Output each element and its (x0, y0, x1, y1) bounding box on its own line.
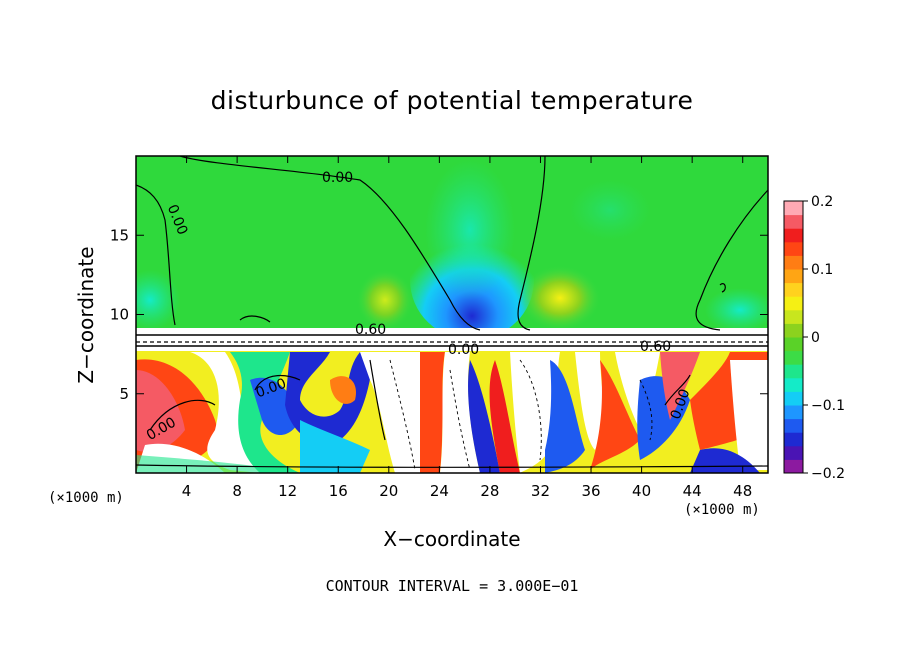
cyan-upper-right (570, 180, 650, 240)
contour-interval-note: CONTOUR INTERVAL = 3.000E−01 (325, 577, 579, 595)
colorbar-swatch (784, 201, 803, 216)
colorbar-swatch (784, 405, 803, 420)
colorbar-swatch (784, 350, 803, 365)
x-tick-label: 28 (480, 482, 499, 500)
colorbar-swatch (784, 432, 803, 447)
turbulent-eddies (136, 352, 768, 473)
contour-label: 0.00 (322, 170, 353, 186)
y-axis-unit: (×1000 m) (48, 490, 124, 506)
x-tick-label: 16 (329, 482, 348, 500)
x-tick-label: 4 (182, 482, 192, 500)
colorbar-swatch (784, 418, 803, 433)
x-tick-label: 12 (278, 482, 297, 500)
colorbar-swatch (784, 323, 803, 338)
colorbar-swatch (784, 309, 803, 324)
x-tick-label: 20 (379, 482, 398, 500)
y-axis-label: Z−coordinate (74, 246, 98, 383)
contour-label: 0.60 (355, 322, 386, 338)
colorbar-swatch (784, 337, 803, 352)
colorbar-swatch (784, 445, 803, 460)
cyan-right (705, 288, 768, 332)
colorbar-tick-label: −0.1 (811, 398, 845, 414)
colorbar-swatch (784, 364, 803, 379)
x-tick-label: 48 (733, 482, 752, 500)
x-axis: 4 8 12 16 20 24 28 32 36 40 44 48 (182, 156, 752, 500)
colorbar-swatch (784, 214, 803, 229)
yellow-left (357, 270, 413, 330)
y-tick-label: 5 (119, 385, 129, 403)
y-tick-label: 10 (110, 306, 129, 324)
cyan-left (136, 270, 180, 330)
colorbar-tick-label: 0.1 (811, 262, 833, 278)
colorbar-swatch (784, 269, 803, 284)
colorbar-tick-label: 0.2 (811, 194, 833, 210)
x-tick-label: 8 (232, 482, 242, 500)
x-axis-label: X−coordinate (383, 527, 521, 551)
x-tick-label: 36 (581, 482, 600, 500)
cyan-anomaly (425, 160, 515, 300)
colorbar-swatch (784, 228, 803, 243)
colorbar-swatch (784, 391, 803, 406)
colorbar-swatch (784, 255, 803, 270)
y-tick-label: 15 (110, 226, 129, 244)
x-tick-label: 32 (531, 482, 550, 500)
heatmap-field (136, 156, 768, 473)
y-axis: 5 10 15 (110, 226, 768, 403)
contour-lines (136, 156, 768, 468)
colorbar-tick-label: −0.2 (811, 466, 845, 482)
colorbar-swatch (784, 459, 803, 474)
inversion-band (136, 328, 768, 352)
x-tick-label: 40 (632, 482, 651, 500)
chart-title: disturbunce of potential temperature (210, 86, 694, 115)
negative-contours (389, 359, 653, 471)
contour-label: 0.60 (640, 339, 671, 355)
yellow-right (520, 266, 600, 330)
x-tick-label: 24 (430, 482, 449, 500)
x-tick-label: 44 (683, 482, 702, 500)
colorbar-swatch (784, 296, 803, 311)
colorbar-tick-label: 0 (811, 330, 820, 346)
colorbar: 0.2 0.1 0 −0.1 −0.2 (783, 194, 845, 482)
colorbar-swatch (784, 377, 803, 392)
x-axis-unit: (×1000 m) (684, 502, 760, 518)
contour-label: 0.00 (448, 342, 479, 358)
colorbar-swatch (784, 241, 803, 256)
colorbar-swatch (784, 282, 803, 297)
contour-label-group: 0.00 0.00 0.00 0.60 0.60 0.00 0.00 0.00 (144, 170, 694, 444)
